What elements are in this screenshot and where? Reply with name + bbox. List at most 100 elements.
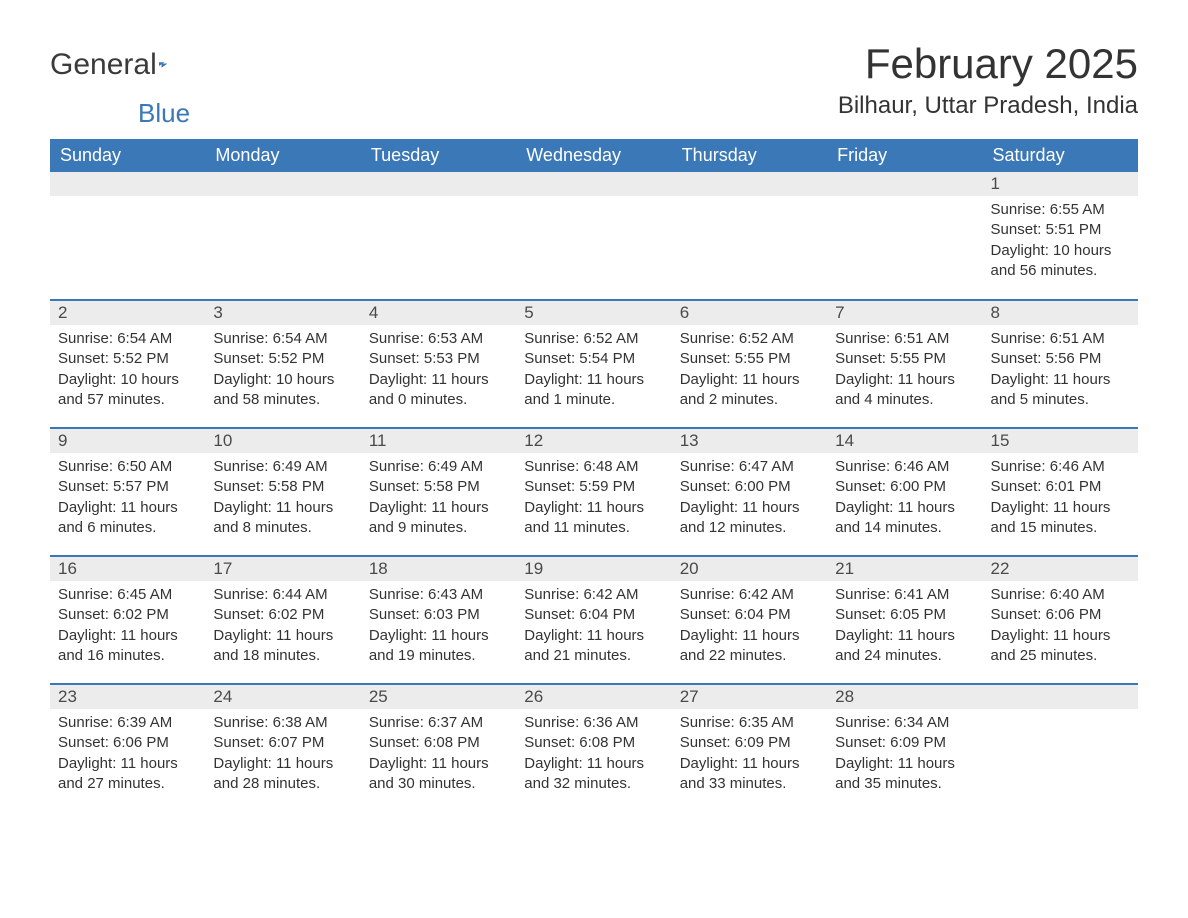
calendar-cell: 2Sunrise: 6:54 AMSunset: 5:52 PMDaylight… <box>50 300 205 428</box>
sunrise-text: Sunrise: 6:54 AM <box>213 329 352 349</box>
day-number: 7 <box>827 301 982 325</box>
sunrise-text: Sunrise: 6:55 AM <box>991 200 1130 220</box>
calendar-cell: 28Sunrise: 6:34 AMSunset: 6:09 PMDayligh… <box>827 684 982 812</box>
calendar-week-row: 9Sunrise: 6:50 AMSunset: 5:57 PMDaylight… <box>50 428 1138 556</box>
month-title: February 2025 <box>838 40 1138 88</box>
daylight-text: Daylight: 11 hours and 18 minutes. <box>213 626 352 667</box>
day-number: 1 <box>983 172 1138 196</box>
sunrise-text: Sunrise: 6:52 AM <box>680 329 819 349</box>
sunset-text: Sunset: 5:56 PM <box>991 349 1130 369</box>
day-details: Sunrise: 6:55 AMSunset: 5:51 PMDaylight:… <box>983 196 1138 289</box>
day-details: Sunrise: 6:43 AMSunset: 6:03 PMDaylight:… <box>361 581 516 674</box>
day-number <box>827 172 982 196</box>
day-number: 20 <box>672 557 827 581</box>
sunset-text: Sunset: 6:02 PM <box>213 605 352 625</box>
sunrise-text: Sunrise: 6:46 AM <box>835 457 974 477</box>
day-details: Sunrise: 6:35 AMSunset: 6:09 PMDaylight:… <box>672 709 827 802</box>
daylight-text: Daylight: 11 hours and 6 minutes. <box>58 498 197 539</box>
calendar-cell: 21Sunrise: 6:41 AMSunset: 6:05 PMDayligh… <box>827 556 982 684</box>
sunset-text: Sunset: 6:09 PM <box>835 733 974 753</box>
logo-text-blue: Blue <box>138 98 190 129</box>
calendar-cell: 10Sunrise: 6:49 AMSunset: 5:58 PMDayligh… <box>205 428 360 556</box>
day-number: 8 <box>983 301 1138 325</box>
day-number <box>361 172 516 196</box>
day-details: Sunrise: 6:49 AMSunset: 5:58 PMDaylight:… <box>361 453 516 546</box>
sunset-text: Sunset: 6:04 PM <box>524 605 663 625</box>
sunset-text: Sunset: 5:52 PM <box>58 349 197 369</box>
sunset-text: Sunset: 6:04 PM <box>680 605 819 625</box>
calendar-cell: 12Sunrise: 6:48 AMSunset: 5:59 PMDayligh… <box>516 428 671 556</box>
day-details: Sunrise: 6:37 AMSunset: 6:08 PMDaylight:… <box>361 709 516 802</box>
calendar-cell <box>361 172 516 300</box>
day-number: 18 <box>361 557 516 581</box>
sunrise-text: Sunrise: 6:52 AM <box>524 329 663 349</box>
sunset-text: Sunset: 5:52 PM <box>213 349 352 369</box>
daylight-text: Daylight: 11 hours and 22 minutes. <box>680 626 819 667</box>
daylight-text: Daylight: 11 hours and 4 minutes. <box>835 370 974 411</box>
sunrise-text: Sunrise: 6:42 AM <box>524 585 663 605</box>
day-details: Sunrise: 6:52 AMSunset: 5:54 PMDaylight:… <box>516 325 671 418</box>
weekday-header-row: SundayMondayTuesdayWednesdayThursdayFrid… <box>50 139 1138 172</box>
day-number: 11 <box>361 429 516 453</box>
day-number: 23 <box>50 685 205 709</box>
calendar-cell: 13Sunrise: 6:47 AMSunset: 6:00 PMDayligh… <box>672 428 827 556</box>
day-details: Sunrise: 6:54 AMSunset: 5:52 PMDaylight:… <box>50 325 205 418</box>
day-number: 12 <box>516 429 671 453</box>
day-number <box>205 172 360 196</box>
calendar-week-row: 1Sunrise: 6:55 AMSunset: 5:51 PMDaylight… <box>50 172 1138 300</box>
day-details: Sunrise: 6:54 AMSunset: 5:52 PMDaylight:… <box>205 325 360 418</box>
daylight-text: Daylight: 11 hours and 27 minutes. <box>58 754 197 795</box>
sunrise-text: Sunrise: 6:41 AM <box>835 585 974 605</box>
calendar-cell: 16Sunrise: 6:45 AMSunset: 6:02 PMDayligh… <box>50 556 205 684</box>
calendar-cell: 8 Sunrise: 6:51 AMSunset: 5:56 PMDaylight… <box>983 300 1138 428</box>
day-number: 24 <box>205 685 360 709</box>
weekday-header: Saturday <box>983 139 1138 172</box>
daylight-text: Daylight: 11 hours and 12 minutes. <box>680 498 819 539</box>
day-details: Sunrise: 6:48 AMSunset: 5:59 PMDaylight:… <box>516 453 671 546</box>
sunrise-text: Sunrise: 6:51 AM <box>991 329 1130 349</box>
calendar-table: SundayMondayTuesdayWednesdayThursdayFrid… <box>50 139 1138 812</box>
weekday-header: Tuesday <box>361 139 516 172</box>
daylight-text: Daylight: 10 hours and 58 minutes. <box>213 370 352 411</box>
daylight-text: Daylight: 10 hours and 56 minutes. <box>991 241 1130 282</box>
calendar-cell: 23Sunrise: 6:39 AMSunset: 6:06 PMDayligh… <box>50 684 205 812</box>
calendar-cell: 15Sunrise: 6:46 AMSunset: 6:01 PMDayligh… <box>983 428 1138 556</box>
day-details: Sunrise: 6:46 AMSunset: 6:00 PMDaylight:… <box>827 453 982 546</box>
daylight-text: Daylight: 11 hours and 5 minutes. <box>991 370 1130 411</box>
sunset-text: Sunset: 5:55 PM <box>835 349 974 369</box>
day-number: 25 <box>361 685 516 709</box>
day-number: 19 <box>516 557 671 581</box>
day-number: 27 <box>672 685 827 709</box>
calendar-cell: 17Sunrise: 6:44 AMSunset: 6:02 PMDayligh… <box>205 556 360 684</box>
day-number <box>672 172 827 196</box>
calendar-cell: 24Sunrise: 6:38 AMSunset: 6:07 PMDayligh… <box>205 684 360 812</box>
sunset-text: Sunset: 6:09 PM <box>680 733 819 753</box>
day-number: 21 <box>827 557 982 581</box>
sunset-text: Sunset: 5:58 PM <box>369 477 508 497</box>
day-details: Sunrise: 6:46 AMSunset: 6:01 PMDaylight:… <box>983 453 1138 546</box>
day-number <box>516 172 671 196</box>
calendar-cell: 11Sunrise: 6:49 AMSunset: 5:58 PMDayligh… <box>361 428 516 556</box>
daylight-text: Daylight: 11 hours and 30 minutes. <box>369 754 508 795</box>
day-number: 28 <box>827 685 982 709</box>
sunset-text: Sunset: 5:55 PM <box>680 349 819 369</box>
sunrise-text: Sunrise: 6:46 AM <box>991 457 1130 477</box>
calendar-week-row: 2Sunrise: 6:54 AMSunset: 5:52 PMDaylight… <box>50 300 1138 428</box>
sunrise-text: Sunrise: 6:54 AM <box>58 329 197 349</box>
weekday-header: Sunday <box>50 139 205 172</box>
calendar-cell: 22Sunrise: 6:40 AMSunset: 6:06 PMDayligh… <box>983 556 1138 684</box>
sunset-text: Sunset: 5:53 PM <box>369 349 508 369</box>
day-number: 6 <box>672 301 827 325</box>
day-number: 16 <box>50 557 205 581</box>
title-block: February 2025 Bilhaur, Uttar Pradesh, In… <box>838 40 1138 120</box>
calendar-cell: 27Sunrise: 6:35 AMSunset: 6:09 PMDayligh… <box>672 684 827 812</box>
sunset-text: Sunset: 6:07 PM <box>213 733 352 753</box>
calendar-cell <box>50 172 205 300</box>
day-number: 22 <box>983 557 1138 581</box>
sunrise-text: Sunrise: 6:49 AM <box>369 457 508 477</box>
calendar-cell: 1Sunrise: 6:55 AMSunset: 5:51 PMDaylight… <box>983 172 1138 300</box>
sunset-text: Sunset: 6:03 PM <box>369 605 508 625</box>
calendar-cell <box>516 172 671 300</box>
sunset-text: Sunset: 6:08 PM <box>524 733 663 753</box>
sunrise-text: Sunrise: 6:51 AM <box>835 329 974 349</box>
